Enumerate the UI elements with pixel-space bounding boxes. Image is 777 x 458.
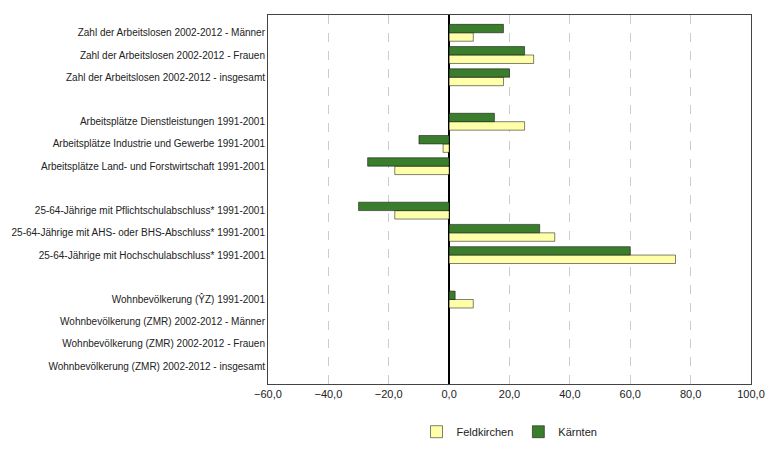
svg-text:60,0: 60,0: [620, 388, 641, 400]
svg-text:Arbeitsplätze Land- und Forstw: Arbeitsplätze Land- und Forstwirtschaft …: [41, 161, 265, 172]
svg-text:Arbeitsplätze Dienstleistungen: Arbeitsplätze Dienstleistungen 1991-2001: [80, 116, 266, 127]
svg-text:25-64-Jährige mit AHS- oder BH: 25-64-Jährige mit AHS- oder BHS-Abschlus…: [12, 227, 266, 238]
svg-text:100,0: 100,0: [737, 388, 765, 400]
svg-text:40,0: 40,0: [559, 388, 580, 400]
svg-text:Wohnbevölkerung (ZMR) 2002-201: Wohnbevölkerung (ZMR) 2002-2012 - Frauen: [62, 338, 265, 349]
svg-text:Wohnbevölkerung (ZMR) 2002-201: Wohnbevölkerung (ZMR) 2002-2012 - insges…: [48, 361, 265, 372]
svg-text:25-64-Jährige mit Hochschulabs: 25-64-Jährige mit Hochschulabschluss* 19…: [39, 250, 266, 261]
svg-text:0,0: 0,0: [441, 388, 456, 400]
svg-text:Wohnbevölkerung (ŶZ) 1991-2001: Wohnbevölkerung (ŶZ) 1991-2001: [112, 293, 266, 305]
svg-text:Zahl der Arbeitslosen 2002-201: Zahl der Arbeitslosen 2002-2012 - insges…: [66, 72, 265, 83]
svg-text:Zahl der Arbeitslosen 2002-201: Zahl der Arbeitslosen 2002-2012 - Frauen: [80, 50, 265, 61]
svg-text:−20,0: −20,0: [375, 388, 403, 400]
svg-text:25-64-Jährige mit Pflichtschul: 25-64-Jährige mit Pflichtschulabschluss*…: [35, 205, 266, 216]
svg-text:Kärnten: Kärnten: [558, 426, 597, 438]
svg-text:−40,0: −40,0: [314, 388, 342, 400]
svg-text:Wohnbevölkerung (ZMR) 2002-201: Wohnbevölkerung (ZMR) 2002-2012 - Männer: [60, 316, 266, 327]
svg-text:Zahl der Arbeitslosen 2002-201: Zahl der Arbeitslosen 2002-2012 - Männer: [78, 27, 266, 38]
svg-text:Arbeitsplätze Industrie und Ge: Arbeitsplätze Industrie und Gewerbe 1991…: [53, 138, 266, 149]
svg-text:−60,0: −60,0: [254, 388, 282, 400]
svg-text:Feldkirchen: Feldkirchen: [457, 426, 514, 438]
svg-text:80,0: 80,0: [680, 388, 701, 400]
svg-text:20,0: 20,0: [499, 388, 520, 400]
